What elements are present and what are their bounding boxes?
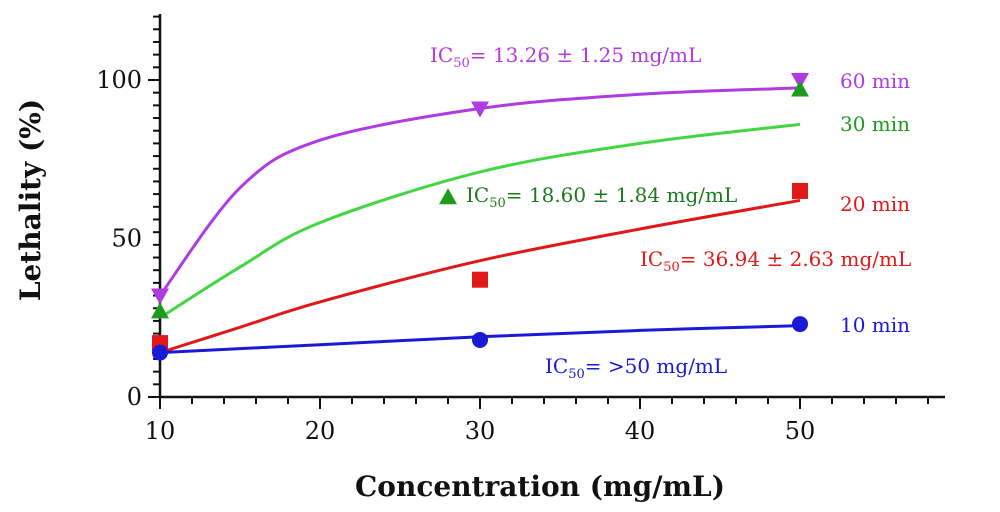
- curve-30-min: [159, 122, 801, 320]
- y-tick-label: 50: [111, 225, 142, 253]
- x-tick-label: 20: [305, 417, 336, 445]
- ic50-annotation-60-min: IC50= 13.26 ± 1.25 mg/mL: [430, 43, 701, 71]
- x-axis-title: Concentration (mg/mL): [355, 470, 725, 503]
- point-20-min: [792, 182, 808, 199]
- data-points: [151, 73, 809, 361]
- series-label-20-min: 20 min: [840, 192, 910, 216]
- y-axis-title: Lethality (%): [14, 99, 47, 301]
- point-10-min: [472, 331, 488, 348]
- ic50-annotation-20-min: IC50= 36.94 ± 2.63 mg/mL: [640, 247, 911, 275]
- x-tick-label: 30: [465, 417, 496, 445]
- curve-20-min: [159, 198, 801, 355]
- point-30-min: [439, 188, 457, 205]
- ic50-annotations: IC50= 13.26 ± 1.25 mg/mL IC50= 18.60 ± 1.…: [430, 43, 911, 382]
- point-30-min: [791, 80, 809, 97]
- point-20-min: [472, 271, 488, 288]
- x-tick-label: 10: [145, 417, 176, 445]
- series-labels: 60 min 30 min 20 min 10 min: [840, 69, 910, 337]
- point-10-min: [792, 316, 808, 333]
- curve-60-min: [158, 86, 801, 297]
- y-tick-label: 100: [96, 66, 142, 94]
- point-60-min: [471, 101, 489, 118]
- x-tick-label: 40: [625, 417, 656, 445]
- x-tick-label: 50: [785, 417, 816, 445]
- ic50-annotation-30-min: IC50= 18.60 ± 1.84 mg/mL: [466, 183, 737, 211]
- ic50-annotation-10-min: IC50= >50 mg/mL: [545, 354, 727, 382]
- axes: 10 20 30 40 50 0 50 100: [96, 14, 945, 445]
- y-tick-label: 0: [127, 383, 142, 411]
- point-60-min: [151, 288, 169, 305]
- series-label-60-min: 60 min: [840, 69, 910, 93]
- point-30-min: [151, 302, 169, 319]
- series-label-30-min: 30 min: [840, 112, 910, 136]
- series-label-10-min: 10 min: [840, 313, 910, 337]
- point-10-min: [152, 344, 168, 361]
- fit-curves: [158, 86, 801, 355]
